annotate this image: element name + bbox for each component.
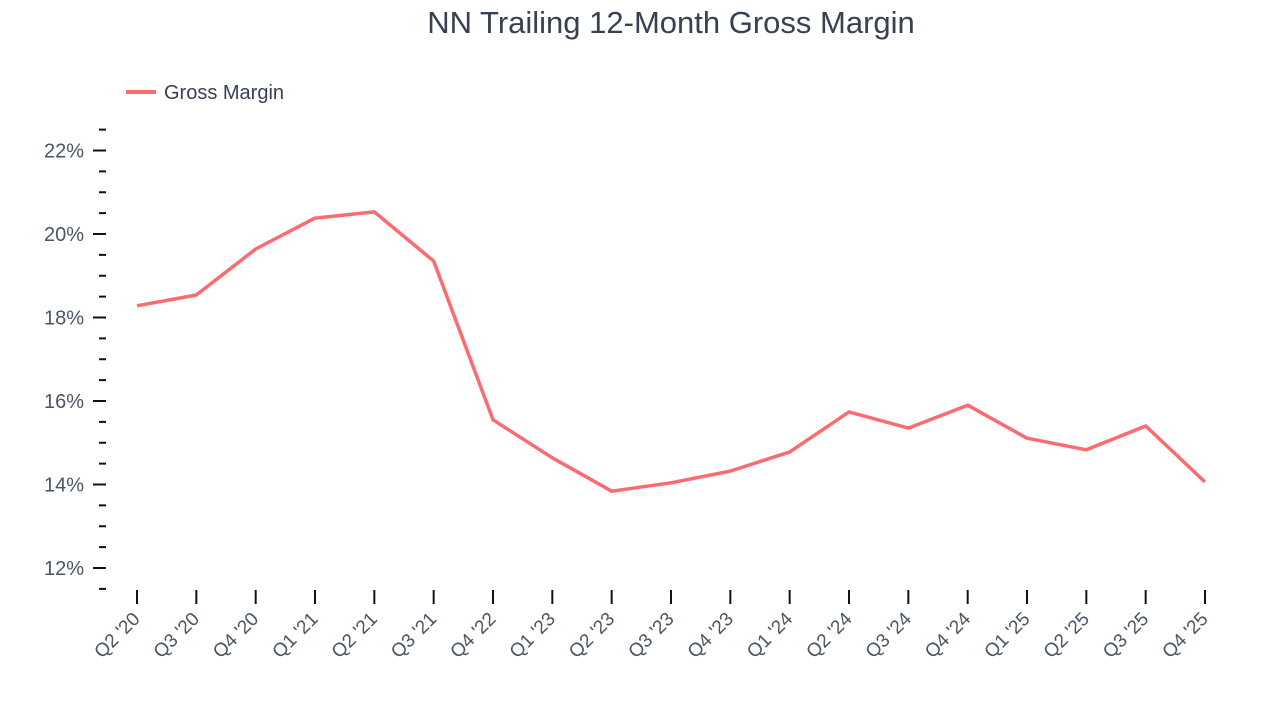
x-tick-label: Q1 '21 bbox=[269, 609, 323, 663]
x-tick-label: Q3 '23 bbox=[625, 609, 679, 663]
x-tick-label: Q3 '25 bbox=[1099, 609, 1153, 663]
y-tick-label: 18% bbox=[44, 308, 84, 330]
x-axis: Q2 '20 Q3 '20 Q4 '20 Q1 '21 Q2 '21 Q3 '21 Q4 '… bbox=[91, 590, 1213, 663]
x-tick-label: Q4 '23 bbox=[684, 609, 738, 663]
x-tick-label: Q2 '23 bbox=[565, 609, 619, 663]
x-tick-label: Q4 '22 bbox=[447, 609, 501, 663]
y-tick-label: 14% bbox=[44, 475, 84, 497]
x-tick-label: Q3 '21 bbox=[387, 609, 441, 663]
y-tick-label: 16% bbox=[44, 391, 84, 413]
legend-label: Gross Margin bbox=[164, 82, 284, 104]
x-tick-label: Q2 '25 bbox=[1040, 609, 1094, 663]
gross-margin-line bbox=[136, 210, 1207, 493]
legend: Gross Margin bbox=[126, 82, 284, 104]
x-tick-label: Q2 '24 bbox=[803, 608, 857, 662]
x-tick-label: Q1 '24 bbox=[743, 608, 797, 662]
y-tick-label: 20% bbox=[44, 224, 84, 246]
y-tick-label: 22% bbox=[44, 141, 84, 163]
x-tick-label: Q3 '20 bbox=[150, 609, 204, 663]
x-tick-label: Q4 '25 bbox=[1159, 609, 1213, 663]
x-tick-label: Q1 '23 bbox=[506, 609, 560, 663]
x-tick-label: Q4 '20 bbox=[209, 609, 263, 663]
series-gross-margin bbox=[136, 210, 1207, 493]
x-tick-label: Q2 '21 bbox=[328, 609, 382, 663]
chart-title: NN Trailing 12-Month Gross Margin bbox=[427, 5, 915, 40]
x-tick-label: Q1 '25 bbox=[981, 609, 1035, 663]
y-axis: 12% 14% 16% 18% 20% 22% bbox=[44, 128, 106, 590]
x-tick-label: Q4 '24 bbox=[921, 608, 975, 662]
y-tick-label: 12% bbox=[44, 558, 84, 580]
x-tick-label: Q2 '20 bbox=[91, 609, 145, 663]
x-tick-label: Q3 '24 bbox=[862, 608, 916, 662]
